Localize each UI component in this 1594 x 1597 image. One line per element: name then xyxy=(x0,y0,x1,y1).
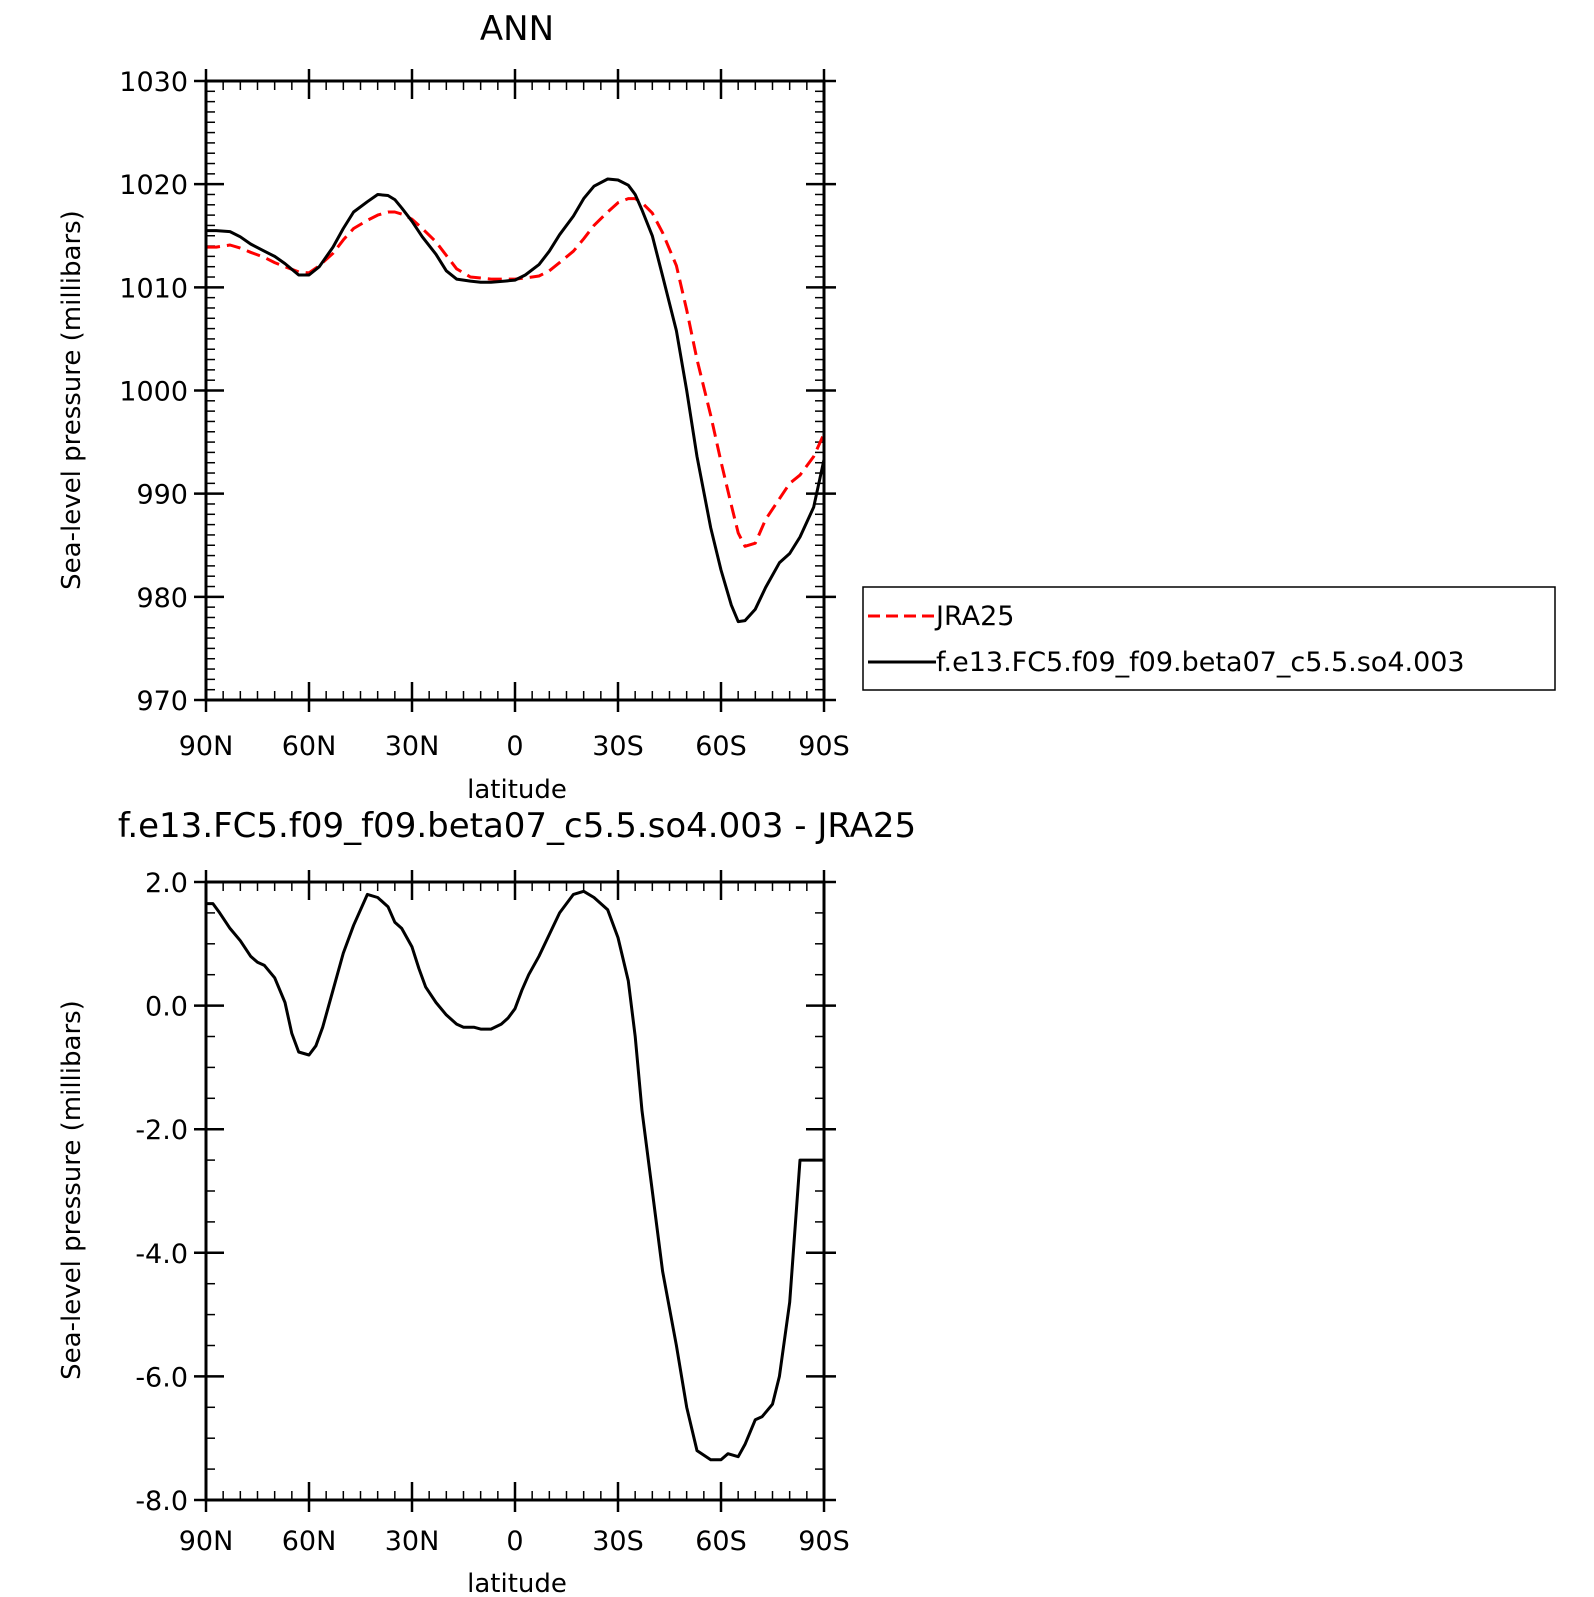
bottom-y-tick-label: -2.0 xyxy=(135,1115,188,1146)
bottom-x-tick-label: 30N xyxy=(385,1526,440,1557)
bottom-y-tick-label: -6.0 xyxy=(135,1362,188,1393)
bottom-panel: f.e13.FC5.f09_f09.beta07_c5.5.so4.003 - … xyxy=(57,806,916,1597)
top-x-tick-label: 60S xyxy=(695,731,747,762)
top-x-tick-label: 90N xyxy=(179,731,234,762)
top-x-tick-label: 30S xyxy=(592,731,644,762)
top-y-axis-label: Sea-level pressure (millibars) xyxy=(57,210,87,590)
top-axes: 1030 1020 1010 1000 990 980 970 90N 60N 30N 0 30S 60… xyxy=(119,67,849,762)
legend-label-model: f.e13.FC5.f09_f09.beta07_c5.5.so4.003 xyxy=(936,647,1465,678)
bottom-x-tick-label: 60N xyxy=(282,1526,337,1557)
top-y-tick-label: 1020 xyxy=(119,170,188,201)
bottom-x-axis-label: latitude xyxy=(467,1569,567,1597)
top-plot-frame xyxy=(204,79,826,702)
bottom-y-tick-label: 2.0 xyxy=(145,868,188,899)
top-y-tick-label: 970 xyxy=(136,686,188,717)
bottom-y-axis-label: Sea-level pressure (millibars) xyxy=(57,1000,87,1380)
top-chart-title: ANN xyxy=(480,9,554,49)
top-x-tick-label: 0 xyxy=(506,731,523,762)
bottom-x-tick-label: 90N xyxy=(179,1526,234,1557)
top-x-tick-label: 30N xyxy=(385,731,440,762)
top-y-tick-label: 990 xyxy=(136,480,188,511)
bottom-y-tick-label: -8.0 xyxy=(135,1486,188,1517)
bottom-x-tick-label: 90S xyxy=(798,1526,850,1557)
top-panel: ANN latitude Sea-level pressure (milliba… xyxy=(57,9,850,805)
top-y-tick-label: 1010 xyxy=(119,273,188,304)
top-y-tick-label: 1000 xyxy=(119,377,188,408)
bottom-plot-frame xyxy=(204,880,826,1502)
top-series-line-f-e13-fc5-f09-f09-beta07-c5-5-so4-003 xyxy=(206,177,826,624)
top-y-tick-label: 1030 xyxy=(119,67,188,98)
top-x-tick-label: 60N xyxy=(282,731,337,762)
bottom-y-tick-label: 0.0 xyxy=(145,992,188,1023)
legend-label-jra25: JRA25 xyxy=(934,601,1014,632)
legend-box xyxy=(862,586,1556,691)
bottom-axes: 2.0 0.0 -2.0 -4.0 -6.0 -8.0 90N 60N 30N 0 30S 60S 90… xyxy=(135,868,849,1557)
bottom-x-tick-label: 60S xyxy=(695,1526,747,1557)
legend: JRA25 f.e13.FC5.f09_f09.beta07_c5.5.so4.… xyxy=(862,586,1556,691)
bottom-y-tick-label: -4.0 xyxy=(135,1239,188,1270)
bottom-series-line-difference xyxy=(206,889,824,1462)
top-series-line-jra25 xyxy=(206,197,826,548)
bottom-series-group xyxy=(206,889,824,1462)
top-x-tick-label: 90S xyxy=(798,731,850,762)
bottom-x-tick-label: 30S xyxy=(592,1526,644,1557)
top-x-axis-label: latitude xyxy=(467,775,567,805)
bottom-chart-title: f.e13.FC5.f09_f09.beta07_c5.5.so4.003 - … xyxy=(118,806,916,846)
top-y-tick-label: 980 xyxy=(136,583,188,614)
bottom-x-tick-label: 0 xyxy=(506,1526,523,1557)
top-series-group xyxy=(206,177,826,624)
